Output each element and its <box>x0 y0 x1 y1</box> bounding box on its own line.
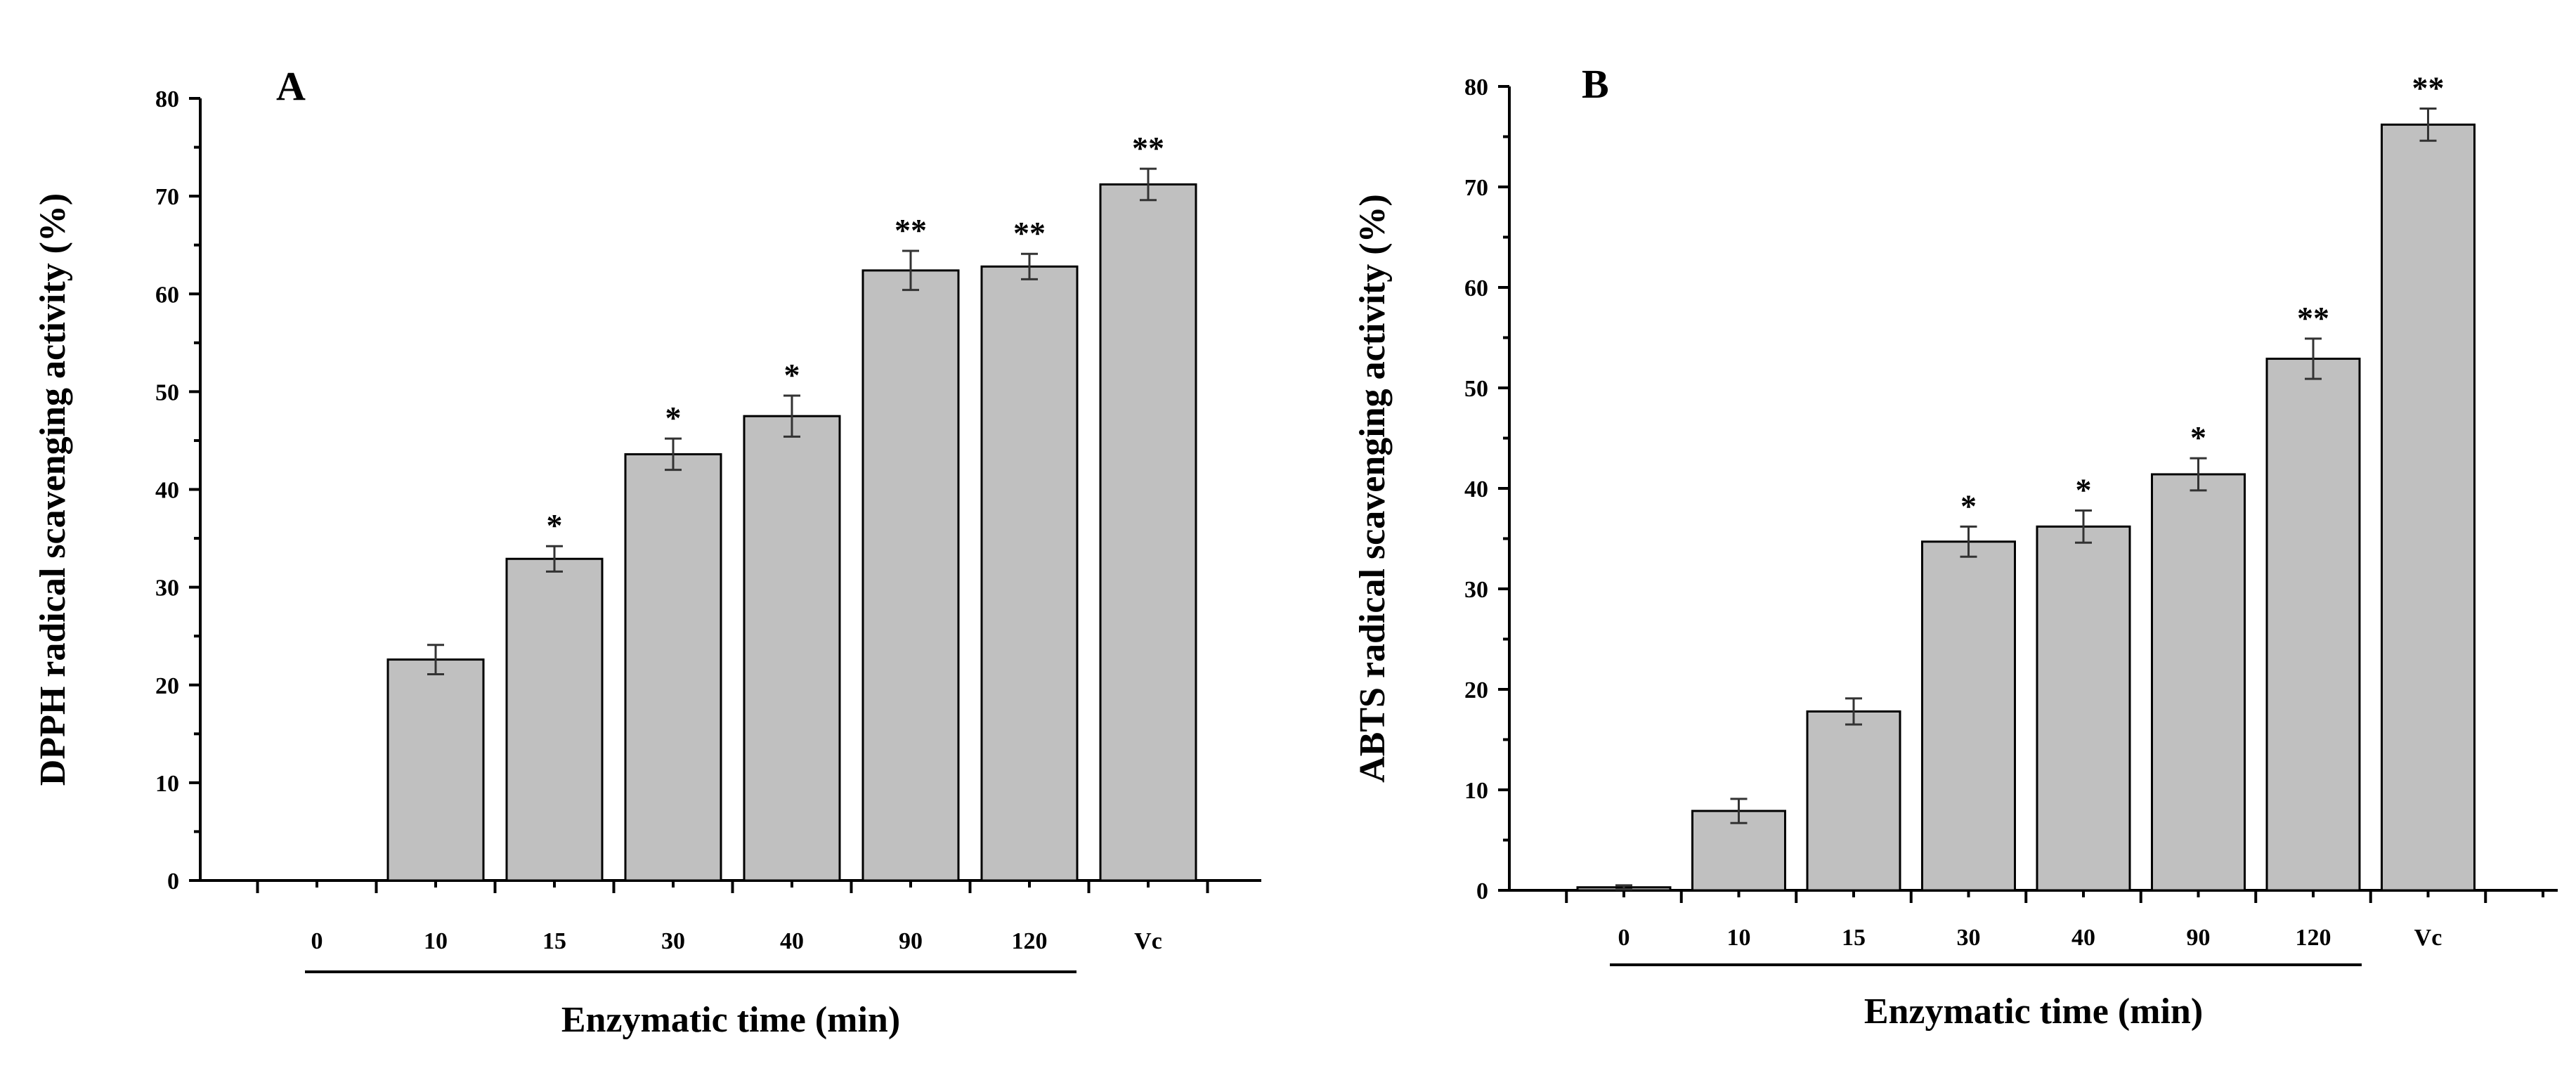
significance-mark: * <box>1960 488 1977 524</box>
y-tick-label: 0 <box>1476 878 1488 904</box>
y-tick-label: 40 <box>155 478 179 504</box>
x-tick-label: 30 <box>661 928 685 954</box>
y-tick-label: 40 <box>1464 476 1488 502</box>
bar <box>2381 123 2476 892</box>
y-tick-label: 10 <box>1464 778 1488 804</box>
significance-mark: * <box>665 400 682 436</box>
y-axis-label: ABTS radical scavenging activity (%) <box>1353 194 1393 783</box>
x-tick-label: 40 <box>780 928 804 954</box>
y-tick-label: 20 <box>155 673 179 699</box>
x-tick-label: 90 <box>2187 925 2211 951</box>
x-tick-label: 120 <box>2296 925 2331 951</box>
x-tick-label: 120 <box>1012 928 1048 954</box>
bar <box>386 658 485 882</box>
y-tick-label: 80 <box>155 86 179 112</box>
bar <box>2265 358 2361 892</box>
x-tick-label: Vc <box>1134 928 1162 954</box>
y-tick-label: 50 <box>1464 376 1488 402</box>
y-tick-label: 20 <box>1464 677 1488 703</box>
x-tick-label: 15 <box>542 928 566 954</box>
significance-mark: * <box>2076 472 2092 507</box>
y-tick-label: 50 <box>155 379 179 405</box>
x-tick-label: 0 <box>1618 925 1630 951</box>
y-axis-label: DPPH radical scavenging activity (%) <box>33 193 73 786</box>
y-tick-label: 60 <box>1464 275 1488 301</box>
bar <box>1099 183 1197 882</box>
panel-label: A <box>276 63 306 109</box>
significance-mark: ** <box>895 212 927 248</box>
x-axis-label: Enzymatic time (min) <box>561 1000 900 1040</box>
significance-mark: ** <box>1132 130 1164 166</box>
bar <box>1921 540 2016 892</box>
x-tick-label: 40 <box>2071 925 2095 951</box>
bar <box>2036 525 2131 892</box>
bar <box>980 265 1079 882</box>
y-tick-label: 30 <box>1464 577 1488 603</box>
bar <box>1691 810 1786 892</box>
panel-label: B <box>1582 61 1609 107</box>
bar <box>861 269 960 882</box>
y-tick-label: 70 <box>1464 175 1488 201</box>
x-tick-label: 10 <box>1727 925 1751 951</box>
y-tick-label: 30 <box>155 576 179 602</box>
x-axis-label: Enzymatic time (min) <box>1864 992 2203 1032</box>
bar <box>743 415 841 882</box>
y-tick-label: 80 <box>1464 74 1488 100</box>
significance-mark: * <box>2190 420 2206 455</box>
x-tick-label: 0 <box>311 928 323 954</box>
y-tick-label: 0 <box>167 869 179 895</box>
bar <box>2151 473 2246 892</box>
panel-b: 0 10 20 30 40 50 60 70 80 0 10 15 * 30 * 40 * 90 ** 120 ** Vc… <box>1353 61 2558 1032</box>
y-tick-label: 70 <box>155 184 179 210</box>
x-tick-label: 10 <box>424 928 448 954</box>
x-tick-label: Vc <box>2414 925 2442 951</box>
y-tick-label: 10 <box>155 771 179 797</box>
x-tick-label: 30 <box>1957 925 1981 951</box>
panel-a: 0 10 20 30 40 50 60 70 80 0 10 * 15 * 30 * 40 ** 90 ** 120 **… <box>33 63 1261 1040</box>
bar <box>505 557 604 882</box>
y-tick-label: 60 <box>155 282 179 308</box>
significance-mark: ** <box>1013 215 1046 251</box>
x-tick-label: 90 <box>899 928 923 954</box>
significance-mark: * <box>547 507 563 543</box>
bar <box>1806 710 1901 892</box>
significance-mark: ** <box>2297 300 2329 336</box>
bar <box>624 453 722 882</box>
significance-mark: ** <box>2412 70 2445 105</box>
significance-mark: * <box>784 357 800 393</box>
x-tick-label: 15 <box>1842 925 1866 951</box>
